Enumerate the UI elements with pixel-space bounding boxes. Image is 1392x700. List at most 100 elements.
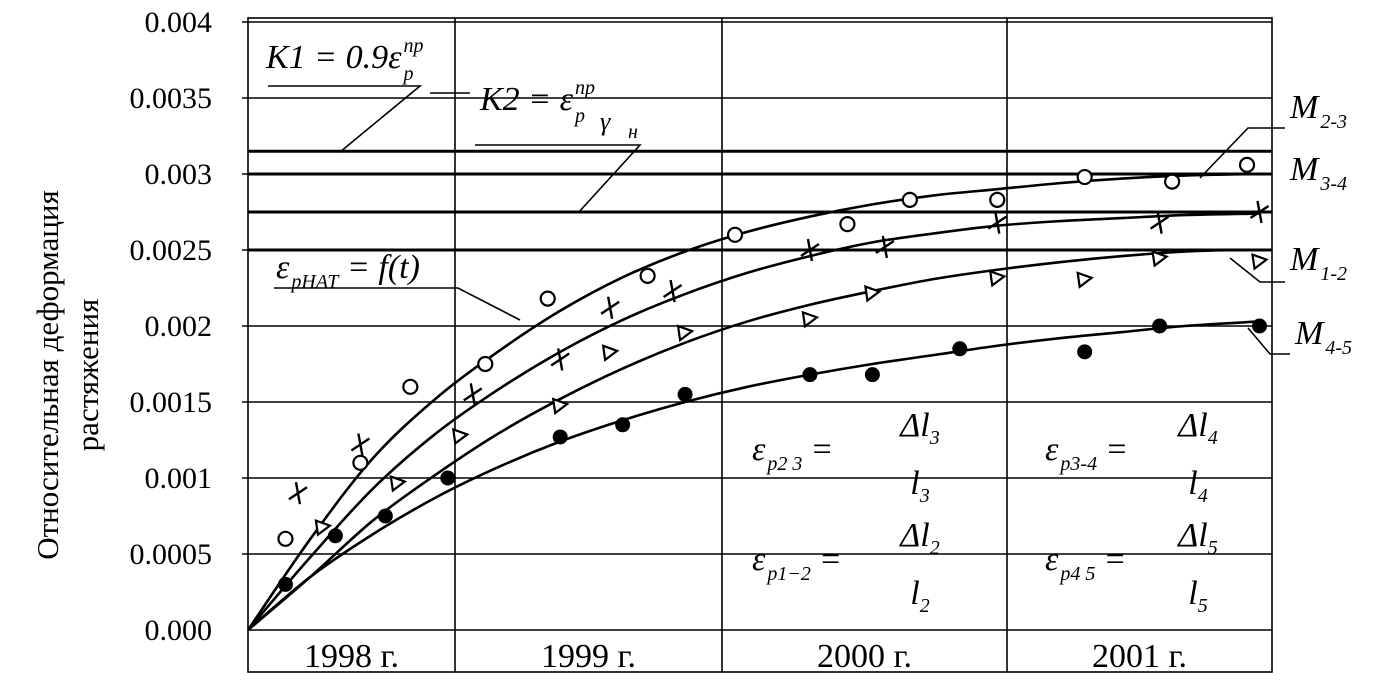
series-curve <box>247 212 1260 631</box>
formula-lhs: ε p1−2 = <box>752 541 842 585</box>
formula-num-sub: 5 <box>1208 537 1218 559</box>
formula-num-sub: 2 <box>930 537 940 559</box>
series-curve <box>247 320 1260 631</box>
data-point-triangle-open <box>801 310 820 329</box>
data-point-circle-open <box>1163 173 1181 190</box>
data-point-circle-open <box>539 290 556 307</box>
label-main: K1 = 0.9ε <box>265 39 402 76</box>
formula-den-main: l <box>1188 465 1197 502</box>
formula-den-sub: 5 <box>1198 595 1208 617</box>
series-label: M 4-5 <box>1294 315 1352 359</box>
reference-lines <box>248 149 1272 252</box>
data-point-circle-filled <box>615 417 631 433</box>
formula-lhs-main: ε <box>1045 541 1059 578</box>
data-point-triangle-open <box>1076 271 1094 289</box>
formula-lhs-sub: p4 5 <box>1058 563 1095 585</box>
data-point-circle-open <box>352 454 369 471</box>
series-curves <box>246 172 1260 631</box>
y-axis-label-line: Относительная деформация <box>30 190 65 560</box>
formula-numerator: Δl5 <box>1176 517 1217 559</box>
series-label-sub: 3-4 <box>1319 173 1347 195</box>
formula-lhs-main: ε <box>1045 431 1059 468</box>
formula-num-main: Δl <box>898 517 929 554</box>
formula-lhs-sub: p1−2 <box>765 563 811 585</box>
series-label-main: M <box>1294 315 1325 352</box>
reference-line-label-denominator-sub: н <box>628 121 638 143</box>
data-point-circle-open <box>1076 168 1093 186</box>
data-point-circle-filled <box>1152 318 1168 334</box>
label-sub: p <box>573 105 585 127</box>
y-tick-label: 0.001 <box>145 462 213 495</box>
reference-line-label-denominator: γ <box>600 107 611 136</box>
data-point-circle-open <box>726 226 744 243</box>
data-point-cross <box>550 348 570 371</box>
formula-numerator: Δl3 <box>898 407 939 449</box>
data-point-circle-filled <box>864 367 880 383</box>
data-point-circle-open <box>839 216 856 233</box>
data-point-circle-filled <box>1252 318 1268 334</box>
x-category-label: 2001 г. <box>1092 638 1187 675</box>
y-tick-label: 0.004 <box>145 6 213 39</box>
formula-equals: = <box>810 431 833 468</box>
formula-den-main: l <box>910 465 919 502</box>
series-label-sub: 2-3 <box>1320 111 1347 133</box>
data-point-cross <box>1149 211 1170 234</box>
data-point-cross <box>662 279 683 303</box>
formula-num-main: Δl <box>1176 407 1207 444</box>
series-label-main: M <box>1289 89 1320 126</box>
leader-line <box>1247 327 1290 355</box>
reference-line-label: K1 = 0.9ε пр p <box>265 35 424 85</box>
data-point-circle-open <box>901 191 918 208</box>
data-point-circle-open <box>477 355 494 373</box>
data-point-circle-filled <box>1077 344 1093 360</box>
formula-num-sub: 3 <box>929 427 940 449</box>
data-point-circle-open <box>277 530 294 547</box>
formula-num-main: Δl <box>898 407 929 444</box>
label-sup: пр <box>575 77 595 99</box>
data-point-circle-open <box>402 378 419 395</box>
data-point-triangle-open <box>601 344 620 362</box>
data-point-circle-filled <box>377 508 393 524</box>
series-curve <box>246 172 1260 631</box>
formula-lhs-sub: p2 3 <box>765 453 802 475</box>
series-label: M 1-2 <box>1289 241 1347 285</box>
label-sub: p <box>402 63 414 85</box>
formula-numerator: Δl2 <box>898 517 939 559</box>
data-point-circle-filled <box>327 528 343 544</box>
data-point-cross <box>875 235 895 259</box>
y-tick-label: 0.003 <box>145 158 213 191</box>
formula-numerator: Δl4 <box>1176 407 1217 449</box>
data-point-triangle-open <box>988 269 1007 288</box>
data-point-triangle-open <box>1251 252 1269 271</box>
formula-den-main: l <box>1188 575 1197 612</box>
plot-frame <box>247 17 1273 673</box>
formula-lhs-main: ε <box>752 541 766 578</box>
y-tick-label: 0.0005 <box>130 538 213 571</box>
label-main: K2 = ε <box>479 81 574 118</box>
formula-den-sub: 2 <box>920 595 930 617</box>
leader-line <box>1199 127 1285 179</box>
series-label-main: M <box>1289 151 1320 188</box>
leader-line <box>274 287 521 321</box>
series-label: M 3-4 <box>1289 151 1347 195</box>
series-label-sub: 4-5 <box>1325 337 1352 359</box>
formula-den-main: l <box>910 575 919 612</box>
data-point-circle-filled <box>677 386 693 402</box>
leader-line <box>1229 257 1285 283</box>
y-tick-label: 0.002 <box>145 310 213 343</box>
data-point-cross <box>600 296 620 319</box>
label-rest: = f(t) <box>338 249 419 286</box>
data-point-cross <box>350 433 371 456</box>
data-point-triangle-open <box>451 427 470 446</box>
leader-line <box>475 144 642 214</box>
annotations: K1 = 0.9ε пр pK2 = ε пр p γ нε pНАТ = f(t)ε p2 3… <box>265 35 1352 617</box>
formula-equals: = <box>819 541 842 578</box>
data-point-cross <box>463 383 483 406</box>
data-point-cross <box>800 238 820 262</box>
formula-lhs-main: ε <box>752 431 766 468</box>
reference-line-label: K2 = ε пр p <box>479 77 595 127</box>
formula-num-sub: 4 <box>1208 427 1218 449</box>
label-sub: pНАТ <box>289 271 340 293</box>
y-tick-label: 0.0015 <box>130 386 213 419</box>
